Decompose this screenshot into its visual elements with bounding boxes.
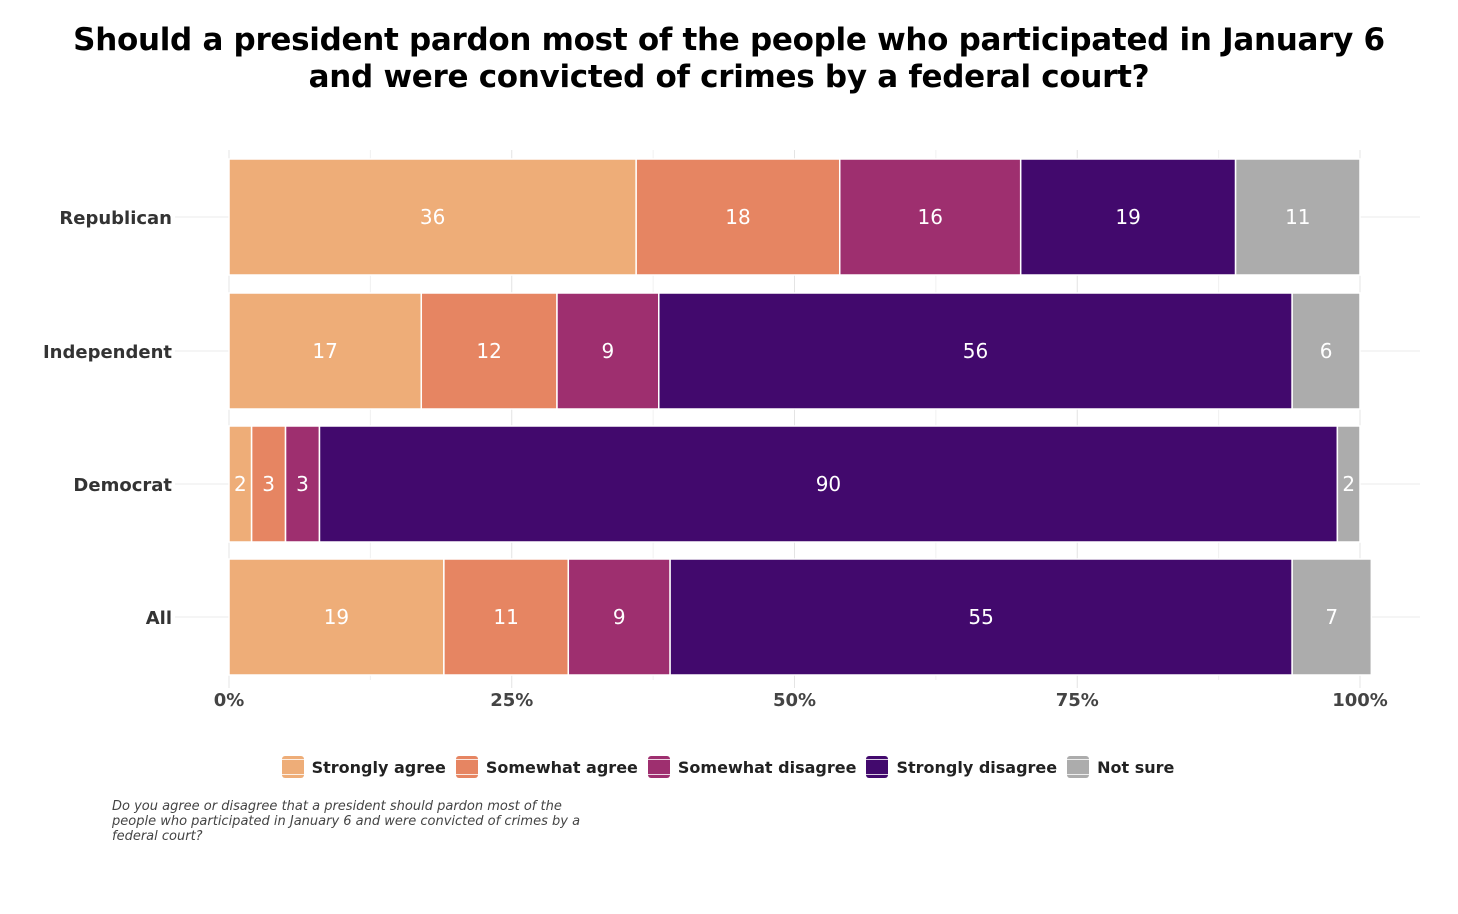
chart-title-line-2: and were convicted of crimes by a federa… [308,59,1150,95]
data-label: 11 [1285,205,1310,229]
bar-row-republican: 36 18 16 19 11 [228,158,1361,276]
data-label: 9 [613,605,626,629]
y-tick-label: Independent [43,342,172,363]
x-tick-label: 50% [773,690,816,711]
legend-label: Strongly disagree [896,757,1058,777]
data-label: 55 [968,605,993,629]
bar-segment-not-sure [1234,158,1361,276]
legend-item-strongly-disagree: Strongly disagree [866,756,1057,778]
legend-label: Not sure [1097,757,1175,777]
bar-segment-strongly-disagree [669,558,1293,676]
bar-segment-not-sure [1336,425,1361,543]
data-label: 17 [312,339,337,363]
legend-label: Strongly agree [311,757,446,777]
bar-segment-strongly-agree [228,558,445,676]
bar-segment-somewhat-agree [635,158,841,276]
y-axis-labels: Republican Independent Democrat All [43,208,172,629]
data-label: 90 [816,472,841,496]
data-label: 12 [476,339,501,363]
data-label: 11 [493,605,518,629]
data-label: 18 [725,205,750,229]
data-label: 7 [1325,605,1338,629]
chart-title-line-1: Should a president pardon most of the pe… [73,22,1385,58]
data-label: 6 [1320,339,1333,363]
legend: Strongly agree Somewhat agree Somewhat dis… [0,756,1458,778]
data-label: 56 [963,339,988,363]
legend-item-somewhat-agree: Somewhat agree [455,756,638,778]
y-tick-label: Democrat [73,475,172,496]
bar-segment-somewhat-disagree [556,292,660,410]
bar-segment-strongly-disagree [318,425,1339,543]
chart-title: Should a president pardon most of the pe… [0,22,1458,96]
legend-swatch [1067,756,1090,778]
bar-segment-somewhat-disagree [838,158,1022,276]
y-tick-label: Republican [59,208,172,229]
bar-segment-strongly-agree [228,292,423,410]
legend-label: Somewhat disagree [677,757,857,777]
x-tick-label: 0% [214,690,245,711]
question-caption: Do you agree or disagree that a presiden… [112,799,581,844]
bar-segment-not-sure [1291,292,1361,410]
bar-row-independent: 17 12 9 56 6 [228,292,1361,410]
bar-row-all: 19 11 9 55 7 [228,558,1373,676]
x-axis-labels: 0% 25% 50% 75% 100% [214,690,1388,711]
bar-segment-strongly-agree [228,158,637,276]
bar-segment-strongly-disagree [658,292,1293,410]
data-label: 9 [602,339,615,363]
legend-swatch [455,756,478,778]
legend-item-somewhat-disagree: Somewhat disagree [647,756,857,778]
bar-segment-somewhat-disagree [284,425,321,543]
data-label: 3 [262,472,275,496]
data-label: 36 [420,205,445,229]
bar-segment-strongly-disagree [1019,158,1237,276]
bar-segment-not-sure [1291,558,1373,676]
bar-row-democrat: 2 3 3 90 2 [228,425,1361,543]
data-label: 16 [917,205,942,229]
x-tick-label: 75% [1056,690,1099,711]
legend-item-strongly-agree: Strongly agree [281,756,446,778]
data-label: 2 [234,472,247,496]
data-label: 3 [296,472,309,496]
y-tick-label: All [146,608,172,629]
data-label: 19 [324,605,349,629]
data-label: 2 [1342,472,1355,496]
data-label: 19 [1115,205,1140,229]
legend-swatch [281,756,304,778]
legend-swatch [647,756,670,778]
x-tick-label: 100% [1332,690,1388,711]
x-tick-label: 25% [490,690,533,711]
bar-segment-somewhat-agree [420,292,558,410]
legend-swatch [866,756,889,778]
legend-item-not-sure: Not sure [1067,756,1174,778]
bar-segment-somewhat-agree [443,558,570,676]
legend-label: Somewhat agree [485,757,638,777]
